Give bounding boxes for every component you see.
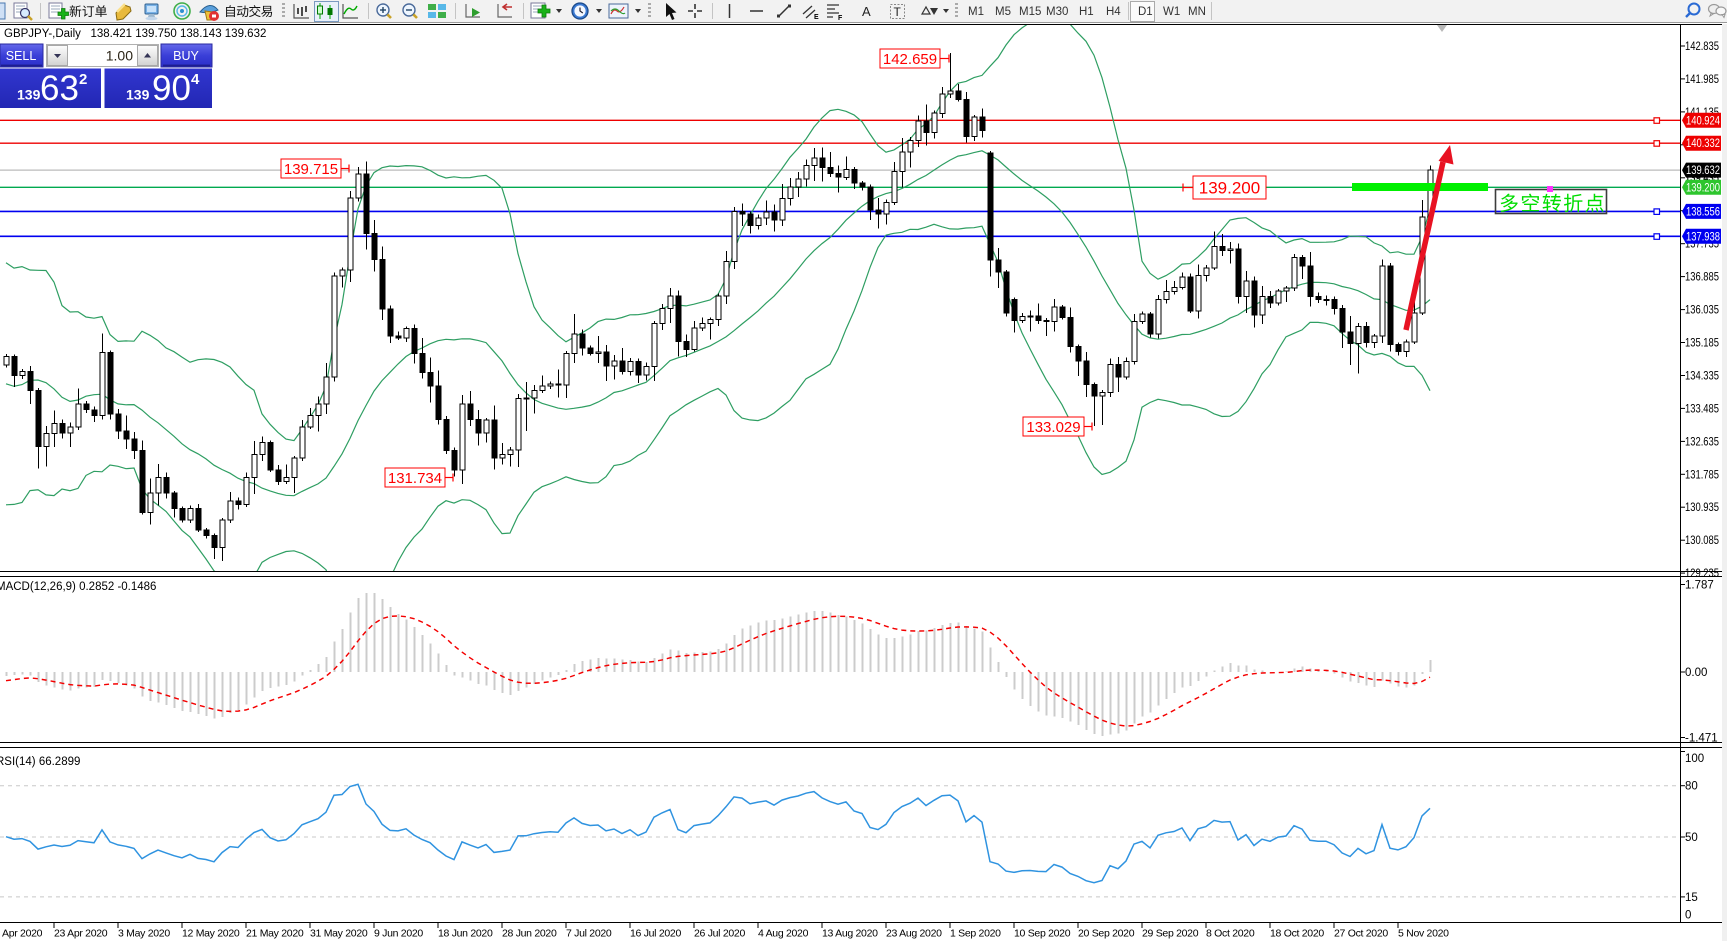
svg-text:1.00: 1.00 xyxy=(106,48,133,64)
svg-text:20 Sep 2020: 20 Sep 2020 xyxy=(1078,928,1135,940)
svg-text:BUY: BUY xyxy=(173,49,199,63)
svg-text:138.556: 138.556 xyxy=(1686,206,1720,218)
svg-text:139.200: 139.200 xyxy=(1199,179,1260,198)
svg-text:4 Aug 2020: 4 Aug 2020 xyxy=(758,928,809,940)
svg-text:5 Nov 2020: 5 Nov 2020 xyxy=(1398,928,1449,940)
svg-text:50: 50 xyxy=(1685,832,1698,844)
svg-text:139.200: 139.200 xyxy=(1686,182,1720,194)
svg-text:100: 100 xyxy=(1685,753,1704,765)
svg-text:H1: H1 xyxy=(1079,6,1094,18)
svg-text:142.659: 142.659 xyxy=(883,51,937,68)
svg-text:15: 15 xyxy=(1685,892,1698,904)
svg-text:28 Jun 2020: 28 Jun 2020 xyxy=(502,928,557,940)
svg-text:23 Apr 2020: 23 Apr 2020 xyxy=(54,928,108,940)
svg-text:140.332: 140.332 xyxy=(1686,138,1720,150)
svg-text:M15: M15 xyxy=(1019,6,1041,18)
svg-text:1.787: 1.787 xyxy=(1685,580,1714,592)
svg-text:18 Jun 2020: 18 Jun 2020 xyxy=(438,928,493,940)
svg-text:3 May 2020: 3 May 2020 xyxy=(118,928,170,940)
svg-text:D1: D1 xyxy=(1138,6,1153,18)
svg-text:132.635: 132.635 xyxy=(1685,436,1719,448)
svg-text:F: F xyxy=(838,15,843,22)
svg-text:137.938: 137.938 xyxy=(1686,231,1720,243)
svg-text:8 Oct 2020: 8 Oct 2020 xyxy=(1206,928,1255,940)
svg-text:-1.471: -1.471 xyxy=(1685,733,1718,745)
svg-text:140.924: 140.924 xyxy=(1686,115,1720,127)
svg-text:9 Jun 2020: 9 Jun 2020 xyxy=(374,928,423,940)
svg-text:31 May 2020: 31 May 2020 xyxy=(310,928,368,940)
svg-text:139: 139 xyxy=(126,87,150,103)
svg-text:129.235: 129.235 xyxy=(1685,568,1719,580)
svg-text:139.632: 139.632 xyxy=(1686,165,1720,177)
svg-text:136.035: 136.035 xyxy=(1685,305,1719,317)
svg-text:MACD(12,26,9) 0.2852 -0.1486: MACD(12,26,9) 0.2852 -0.1486 xyxy=(0,581,156,593)
svg-text:T: T xyxy=(894,5,902,19)
svg-text:23 Aug 2020: 23 Aug 2020 xyxy=(886,928,942,940)
svg-text:0.00: 0.00 xyxy=(1685,667,1707,679)
svg-text:141.985: 141.985 xyxy=(1685,74,1719,86)
svg-text:Apr 2020: Apr 2020 xyxy=(2,928,43,940)
svg-text:142.835: 142.835 xyxy=(1685,41,1719,53)
svg-text:1 Sep 2020: 1 Sep 2020 xyxy=(950,928,1001,940)
svg-text:13 Aug 2020: 13 Aug 2020 xyxy=(822,928,878,940)
svg-text:MN: MN xyxy=(1188,6,1206,18)
svg-text:18 Oct 2020: 18 Oct 2020 xyxy=(1270,928,1324,940)
svg-text:E: E xyxy=(814,14,819,21)
svg-text:W1: W1 xyxy=(1163,6,1180,18)
svg-text:139.715: 139.715 xyxy=(284,161,338,178)
svg-text:134.335: 134.335 xyxy=(1685,371,1719,383)
svg-text:16 Jul 2020: 16 Jul 2020 xyxy=(630,928,681,940)
svg-text:H4: H4 xyxy=(1106,6,1121,18)
svg-text:SELL: SELL xyxy=(6,49,37,63)
svg-text:7 Jul 2020: 7 Jul 2020 xyxy=(566,928,612,940)
svg-text:2: 2 xyxy=(79,71,87,88)
svg-text:90: 90 xyxy=(152,69,191,108)
svg-text:135.185: 135.185 xyxy=(1685,338,1719,350)
svg-text:M1: M1 xyxy=(968,6,984,18)
svg-text:139: 139 xyxy=(17,87,41,103)
svg-text:131.785: 131.785 xyxy=(1685,469,1719,481)
svg-text:131.734: 131.734 xyxy=(388,470,442,487)
svg-text:130.935: 130.935 xyxy=(1685,502,1719,514)
svg-text:RSI(14) 66.2899: RSI(14) 66.2899 xyxy=(0,756,80,768)
svg-text:130.085: 130.085 xyxy=(1685,535,1719,547)
svg-text:133.029: 133.029 xyxy=(1026,419,1080,436)
svg-text:26 Jul 2020: 26 Jul 2020 xyxy=(694,928,745,940)
svg-text:136.885: 136.885 xyxy=(1685,272,1719,284)
svg-text:0: 0 xyxy=(1685,910,1691,922)
svg-text:A: A xyxy=(862,4,871,19)
svg-text:29 Sep 2020: 29 Sep 2020 xyxy=(1142,928,1199,940)
svg-text:M5: M5 xyxy=(995,6,1011,18)
svg-text:133.485: 133.485 xyxy=(1685,403,1719,415)
svg-text:80: 80 xyxy=(1685,781,1698,793)
svg-text:63: 63 xyxy=(40,69,79,108)
svg-text:12 May 2020: 12 May 2020 xyxy=(182,928,240,940)
svg-text:10 Sep 2020: 10 Sep 2020 xyxy=(1014,928,1071,940)
svg-text:21 May 2020: 21 May 2020 xyxy=(246,928,304,940)
svg-text:4: 4 xyxy=(191,71,200,88)
svg-text:27 Oct 2020: 27 Oct 2020 xyxy=(1334,928,1388,940)
svg-text:GBPJPY-,Daily 138.421 139.75: GBPJPY-,Daily 138.421 139.750 138.143 13… xyxy=(4,28,266,40)
svg-text:M30: M30 xyxy=(1046,6,1068,18)
